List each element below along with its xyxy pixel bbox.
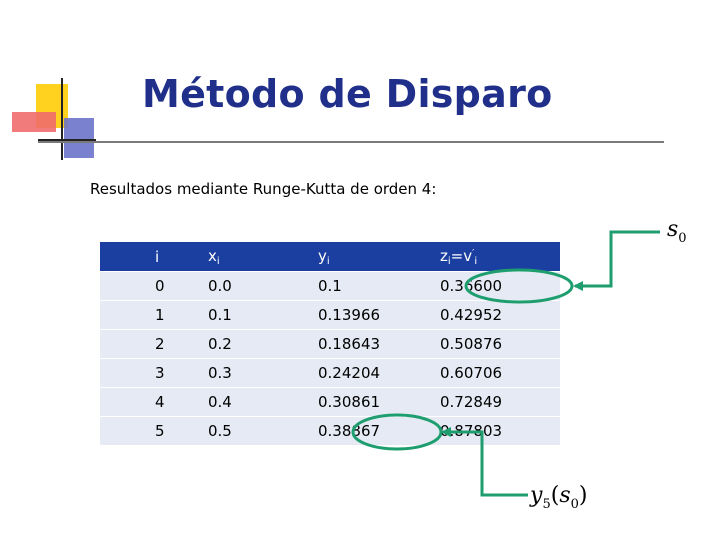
slide-logo-decoration bbox=[12, 78, 96, 160]
cell-i: 4 bbox=[100, 388, 208, 417]
cell-z: 0.60706 bbox=[440, 359, 560, 388]
cell-z: 0.36600 bbox=[440, 272, 560, 301]
table-row: 1 0.1 0.13966 0.42952 bbox=[100, 301, 560, 330]
cell-z: 0.87803 bbox=[440, 417, 560, 446]
results-table: i xi yi zi=v′i 0 0.0 0.1 0.36600 1 0.1 0… bbox=[100, 242, 560, 446]
cell-y: 0.1 bbox=[318, 272, 440, 301]
cell-i: 5 bbox=[100, 417, 208, 446]
cell-i: 3 bbox=[100, 359, 208, 388]
cell-i: 2 bbox=[100, 330, 208, 359]
table-row: 3 0.3 0.24204 0.60706 bbox=[100, 359, 560, 388]
math-label-y5: y5(s0) bbox=[530, 483, 588, 512]
table-row: 5 0.5 0.38867 0.87803 bbox=[100, 417, 560, 446]
table-row: 0 0.0 0.1 0.36600 bbox=[100, 272, 560, 301]
slide-title: Método de Disparo bbox=[142, 72, 553, 116]
table-header-row: i xi yi zi=v′i bbox=[100, 242, 560, 272]
cell-y: 0.18643 bbox=[318, 330, 440, 359]
table-row: 4 0.4 0.30861 0.72849 bbox=[100, 388, 560, 417]
header-y: yi bbox=[318, 242, 440, 272]
cell-y: 0.24204 bbox=[318, 359, 440, 388]
cell-i: 1 bbox=[100, 301, 208, 330]
cell-x: 0.5 bbox=[208, 417, 318, 446]
table-row: 2 0.2 0.18643 0.50876 bbox=[100, 330, 560, 359]
header-i: i bbox=[100, 242, 208, 272]
cell-y: 0.38867 bbox=[318, 417, 440, 446]
cell-z: 0.42952 bbox=[440, 301, 560, 330]
cell-y: 0.30861 bbox=[318, 388, 440, 417]
cell-x: 0.0 bbox=[208, 272, 318, 301]
cell-z: 0.50876 bbox=[440, 330, 560, 359]
cell-i: 0 bbox=[100, 272, 208, 301]
cell-x: 0.2 bbox=[208, 330, 318, 359]
slide-subtitle: Resultados mediante Runge-Kutta de orden… bbox=[90, 180, 437, 198]
cell-x: 0.4 bbox=[208, 388, 318, 417]
header-z: zi=v′i bbox=[440, 242, 560, 272]
header-x: xi bbox=[208, 242, 318, 272]
cell-x: 0.3 bbox=[208, 359, 318, 388]
cell-x: 0.1 bbox=[208, 301, 318, 330]
math-label-s0: s0 bbox=[667, 217, 687, 246]
title-divider bbox=[38, 141, 664, 143]
cell-z: 0.72849 bbox=[440, 388, 560, 417]
cell-y: 0.13966 bbox=[318, 301, 440, 330]
arrow-s0 bbox=[573, 230, 660, 291]
